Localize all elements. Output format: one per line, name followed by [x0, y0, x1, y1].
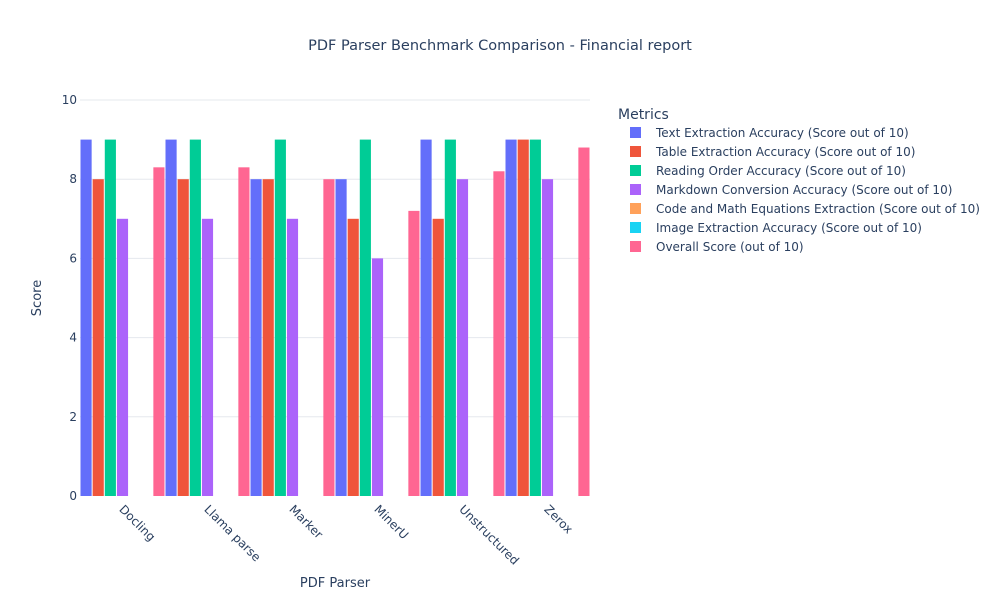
x-tick-label: Unstructured [456, 502, 521, 567]
bar[interactable] [359, 139, 371, 496]
bar[interactable] [116, 218, 129, 497]
bar[interactable] [456, 179, 469, 496]
bar[interactable] [92, 179, 104, 496]
bar[interactable] [578, 147, 590, 496]
legend-label: Code and Math Equations Extraction (Scor… [656, 202, 980, 216]
legend-item[interactable]: Reading Order Accuracy (Score out of 10) [630, 164, 906, 178]
bar[interactable] [541, 179, 554, 496]
x-ticks: Docling Llama parse Marker MinerU Unstructur… [116, 502, 575, 567]
bar[interactable] [201, 218, 214, 497]
bar[interactable] [408, 210, 420, 496]
bar[interactable] [250, 179, 262, 496]
bar[interactable] [432, 218, 444, 497]
bar[interactable] [323, 179, 335, 496]
legend-item[interactable]: Overall Score (out of 10) [630, 240, 804, 254]
bars [80, 139, 590, 497]
bar[interactable] [153, 167, 165, 496]
y-tick-label: 4 [69, 331, 77, 345]
legend-label: Reading Order Accuracy (Score out of 10) [656, 164, 906, 178]
legend-item[interactable]: Markdown Conversion Accuracy (Score out … [630, 183, 952, 197]
legend-label: Table Extraction Accuracy (Score out of … [655, 145, 915, 159]
x-tick-label: MinerU [371, 502, 411, 542]
bar[interactable] [104, 139, 116, 496]
legend-item[interactable]: Table Extraction Accuracy (Score out of … [630, 145, 915, 159]
legend-label: Overall Score (out of 10) [656, 240, 804, 254]
chart-title: PDF Parser Benchmark Comparison - Financ… [308, 38, 692, 54]
bar[interactable] [189, 139, 201, 496]
legend-swatch [630, 165, 641, 176]
x-tick-label: Zerox [541, 502, 575, 536]
y-axis-title: Score [30, 280, 45, 316]
legend-label: Image Extraction Accuracy (Score out of … [656, 221, 922, 235]
bar[interactable] [371, 258, 384, 496]
y-tick-label: 10 [62, 93, 77, 107]
legend-item[interactable]: Text Extraction Accuracy (Score out of 1… [630, 126, 909, 140]
bar[interactable] [177, 179, 189, 496]
legend-swatch [630, 222, 641, 233]
bar[interactable] [420, 139, 432, 496]
bar[interactable] [517, 139, 529, 496]
bar[interactable] [286, 218, 299, 497]
legend-swatch [630, 203, 641, 214]
legend-swatch [630, 241, 641, 252]
legend-swatch [630, 146, 641, 157]
bar[interactable] [274, 139, 286, 496]
y-tick-label: 0 [69, 489, 77, 503]
legend-title: Metrics [618, 107, 669, 123]
y-tick-label: 2 [69, 410, 77, 424]
bar[interactable] [347, 218, 359, 497]
legend-swatch [630, 184, 641, 195]
legend-swatch [630, 127, 641, 138]
grid-lines [80, 99, 590, 418]
bar[interactable] [262, 179, 274, 496]
legend-item[interactable]: Image Extraction Accuracy (Score out of … [630, 221, 922, 235]
bar[interactable] [529, 139, 541, 496]
bar[interactable] [493, 171, 505, 496]
bar[interactable] [80, 139, 92, 496]
bar[interactable] [444, 139, 456, 496]
bar[interactable] [335, 179, 347, 496]
x-axis-title: PDF Parser [300, 576, 371, 591]
bar[interactable] [165, 139, 177, 496]
bar[interactable] [505, 139, 517, 496]
y-tick-label: 8 [69, 172, 77, 186]
y-ticks: 0 2 4 6 8 10 [62, 93, 77, 503]
bar[interactable] [238, 167, 250, 496]
x-tick-label: Llama parse [201, 502, 263, 564]
x-tick-label: Marker [286, 502, 325, 541]
legend[interactable]: Metrics Text Extraction Accuracy (Score … [618, 107, 980, 254]
legend-label: Markdown Conversion Accuracy (Score out … [656, 183, 952, 197]
legend-item[interactable]: Code and Math Equations Extraction (Scor… [630, 202, 980, 216]
legend-label: Text Extraction Accuracy (Score out of 1… [655, 126, 909, 140]
x-tick-label: Docling [116, 502, 158, 544]
y-tick-label: 6 [69, 251, 77, 265]
